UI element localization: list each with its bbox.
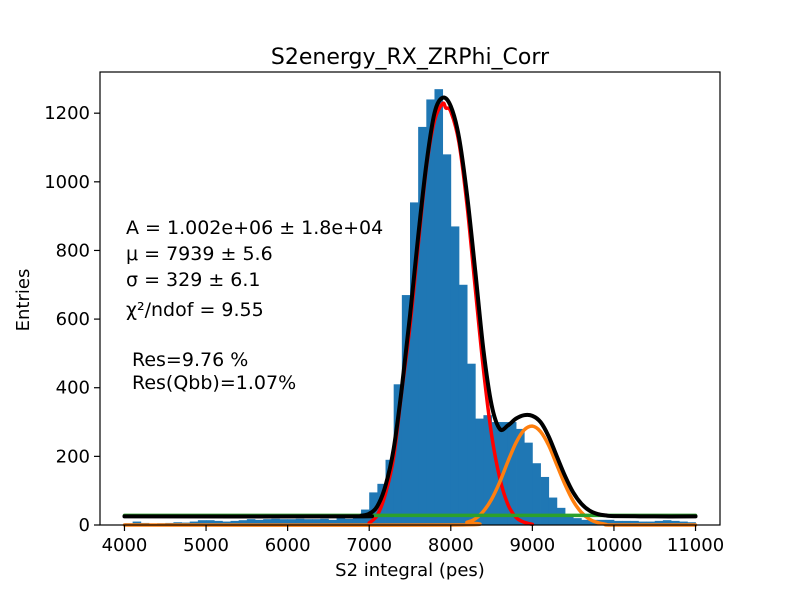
x-tick-label: 7000 [346, 535, 392, 556]
histogram-bar [287, 519, 297, 525]
histogram-bar [352, 517, 362, 525]
fit-curve-2 [122, 424, 698, 527]
histogram-bar [222, 521, 231, 525]
histogram-bar [255, 519, 264, 525]
histogram-bar [336, 518, 346, 525]
x-tick-label: 8000 [428, 535, 474, 556]
y-tick-label: 0 [79, 515, 90, 536]
fit-curve-4 [122, 95, 698, 519]
histogram-bar [442, 154, 452, 526]
histogram-bar [581, 519, 590, 525]
y-tick-label: 600 [56, 309, 90, 330]
plot-frame [99, 71, 721, 526]
histogram-bar [271, 518, 280, 525]
histogram-bar [467, 363, 476, 525]
fit-curves [122, 95, 698, 527]
histogram-bar [458, 284, 468, 525]
histogram-bar [312, 519, 321, 525]
histogram-bar [573, 518, 582, 525]
chart-title: S2energy_RX_ZRPhi_Corr [271, 45, 550, 70]
y-axis-ticks: 0 200 400 600 800 1000 1200 [44, 103, 100, 536]
annotation-amplitude: A = 1.002e+06 ± 1.8e+04 [126, 217, 383, 239]
histogram-bar [434, 89, 444, 525]
histogram-bar [418, 126, 427, 525]
histogram-bar [507, 422, 517, 525]
histogram-bar [401, 295, 411, 525]
histogram-bar [662, 520, 672, 525]
annotation-sigma: σ = 329 ± 6.1 [126, 269, 261, 291]
histogram-bar [197, 520, 207, 525]
histogram-bar [483, 415, 492, 525]
histogram-bar [565, 514, 574, 525]
histogram-bar [214, 520, 223, 525]
annotation-mean: μ = 7939 ± 5.6 [126, 243, 273, 265]
plot-area [122, 89, 698, 527]
histogram-bar [263, 519, 272, 525]
histogram-bar [450, 226, 460, 525]
histogram-bar [540, 476, 550, 525]
annotation-resolution: Res=9.76 % [132, 349, 248, 371]
y-tick-label: 1000 [44, 172, 90, 193]
histogram-bar [613, 520, 623, 525]
y-tick-label: 400 [56, 378, 90, 399]
y-tick-label: 1200 [44, 103, 90, 124]
histogram-bar [344, 518, 354, 525]
histogram-bar [491, 422, 501, 525]
x-axis-ticks: 4000 5000 6000 7000 8000 9000 10000 11000 [102, 525, 724, 556]
histogram-bar [516, 428, 525, 525]
annotation-resolution-qbb: Res(Qbb)=1.07% [132, 372, 296, 394]
histogram-bar [426, 99, 435, 525]
x-tick-label: 9000 [509, 535, 555, 556]
x-tick-label: 11000 [667, 535, 724, 556]
histogram-bar [622, 520, 631, 525]
histogram-bar [238, 520, 248, 525]
histogram-bar [206, 520, 215, 525]
x-tick-label: 4000 [102, 535, 148, 556]
fit-annotations: A = 1.002e+06 ± 1.8e+04 μ = 7939 ± 5.6 σ… [126, 217, 383, 394]
histogram-bar [279, 519, 289, 525]
x-axis-label: S2 integral (pes) [335, 560, 485, 581]
histogram-bar [385, 459, 395, 525]
histogram-bar [410, 202, 419, 525]
histogram-bar [328, 519, 337, 525]
x-tick-label: 6000 [265, 535, 311, 556]
histogram-bar [230, 520, 240, 525]
histogram-bar [320, 518, 329, 525]
histogram-bar [605, 519, 615, 525]
histogram-bar [524, 442, 533, 525]
x-tick-label: 10000 [585, 535, 642, 556]
y-axis-label: Entries [13, 269, 34, 332]
x-tick-label: 5000 [183, 535, 229, 556]
histogram-bar [646, 521, 656, 525]
y-tick-label: 800 [56, 240, 90, 261]
histogram-bar [630, 520, 639, 525]
histogram-bar [475, 418, 484, 525]
histogram-bar [393, 384, 403, 525]
histogram-bar [548, 497, 558, 525]
histogram-bar [246, 519, 256, 525]
histogram-bar [532, 463, 541, 525]
annotation-chi2: χ²/ndof = 9.55 [126, 299, 264, 321]
histogram-bar [295, 518, 305, 525]
histogram-bar [671, 520, 680, 525]
histogram-bar [654, 520, 664, 525]
histogram-bar [189, 521, 199, 525]
histogram-bar [303, 519, 313, 525]
y-tick-label: 200 [56, 446, 90, 467]
